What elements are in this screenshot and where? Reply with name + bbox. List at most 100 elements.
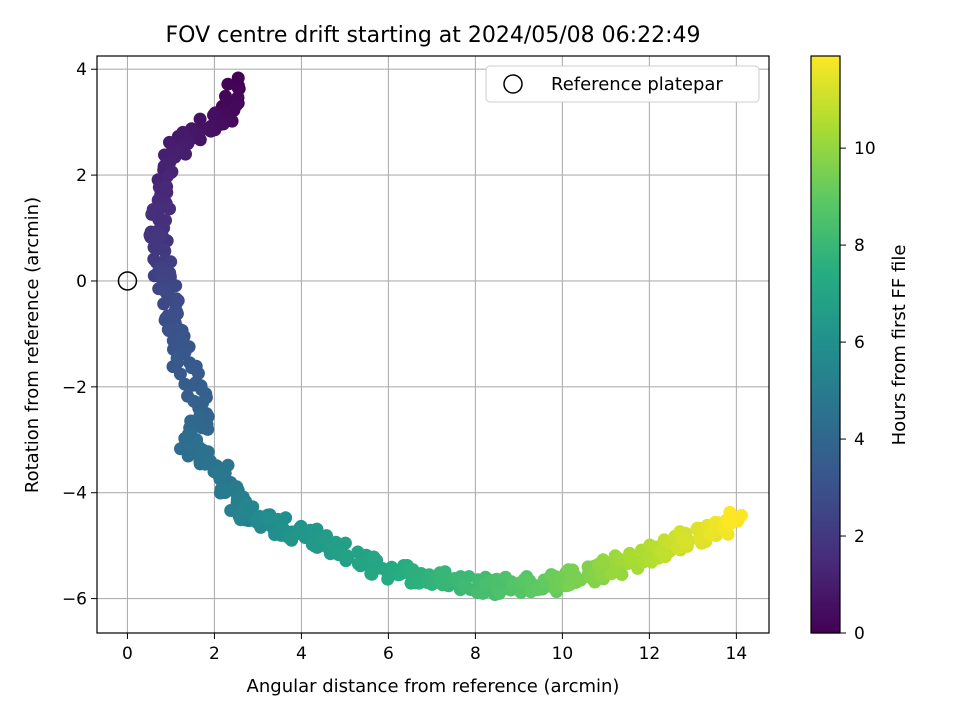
- scatter-point: [157, 243, 171, 257]
- colorbar-segment: [811, 84, 840, 89]
- scatter-point: [437, 567, 451, 581]
- colorbar-segment: [811, 601, 840, 605]
- scatter-point: [605, 567, 619, 581]
- colorbar-segment: [811, 246, 840, 250]
- colorbar-segment: [811, 506, 840, 510]
- scatter-point: [364, 567, 378, 581]
- y-tick-label: 4: [76, 60, 87, 80]
- colorbar-segment: [811, 177, 840, 181]
- colorbar-segment: [811, 575, 840, 579]
- scatter-point: [279, 511, 293, 525]
- colorbar-segment: [811, 231, 840, 236]
- legend-box: [485, 65, 760, 103]
- x-tick-label: 12: [639, 644, 661, 664]
- scatter-point: [438, 578, 452, 592]
- scatter-point: [658, 550, 672, 564]
- colorbar-segment: [811, 468, 840, 473]
- colorbar-segment: [811, 416, 840, 421]
- scatter-point: [521, 574, 535, 587]
- colorbar-segment: [811, 442, 840, 447]
- scatter-point: [212, 469, 226, 483]
- colorbar-segment: [811, 237, 840, 242]
- colorbar-segment: [811, 309, 840, 314]
- colorbar-segment: [811, 376, 840, 380]
- scatter-point: [381, 572, 395, 586]
- colorbar-segment: [811, 520, 840, 524]
- colorbar-segment: [811, 537, 840, 542]
- colorbar-segment: [811, 151, 840, 155]
- colorbar-segment: [811, 532, 840, 536]
- scatter-point: [170, 351, 184, 365]
- grid-lines: [97, 56, 769, 633]
- colorbar-segment: [811, 289, 840, 294]
- scatter-point: [354, 557, 367, 571]
- scatter-point: [196, 396, 209, 410]
- scatter-point: [175, 331, 189, 345]
- colorbar-segment: [811, 402, 840, 406]
- colorbar-segment: [811, 347, 840, 351]
- y-axis-label: Rotation from reference (arcmin): [22, 197, 43, 493]
- colorbar-segment: [811, 298, 840, 302]
- colorbar-segment: [811, 278, 840, 282]
- colorbar-segment: [811, 523, 840, 527]
- colorbar-segment: [811, 393, 840, 398]
- scatter-point: [308, 539, 322, 553]
- scatter-point: [163, 202, 176, 216]
- colorbar-segment: [811, 260, 840, 265]
- x-tick-label: 14: [726, 644, 748, 664]
- colorbar-segment: [811, 503, 840, 507]
- scatter-point: [145, 207, 159, 221]
- colorbar-segment: [811, 99, 840, 103]
- colorbar-segment: [811, 116, 840, 121]
- scatter-point: [563, 578, 577, 592]
- colorbar-segment: [811, 304, 840, 308]
- colorbar-segment: [811, 581, 840, 585]
- colorbar-segment: [811, 269, 840, 273]
- scatter-point: [679, 537, 693, 551]
- colorbar-segment: [811, 81, 840, 86]
- colorbar-segment: [811, 321, 840, 325]
- colorbar-segment: [811, 555, 840, 559]
- x-axis-ticks: 0 2 4 6 8 10 12 14: [122, 633, 747, 664]
- colorbar-segment: [811, 171, 840, 175]
- y-tick-label: −2: [62, 378, 87, 398]
- reference-point-marker: [117, 271, 138, 291]
- colorbar-segment: [811, 557, 840, 562]
- colorbar-segment: [811, 301, 840, 305]
- colorbar-segment: [811, 58, 840, 63]
- scatter-point: [160, 170, 174, 184]
- colorbar-segment: [811, 252, 840, 256]
- colorbar-segment: [811, 214, 840, 219]
- colorbar-segment: [811, 543, 840, 548]
- colorbar-segment: [811, 615, 840, 620]
- colorbar-segment: [811, 148, 840, 152]
- colorbar-segment: [811, 307, 840, 311]
- colorbar-segment: [811, 364, 840, 369]
- colorbar-segment: [811, 243, 840, 247]
- colorbar-tick-label: 10: [854, 139, 876, 159]
- x-tick-label: 0: [122, 644, 133, 664]
- x-tick-label: 2: [209, 644, 220, 664]
- scatter-point: [207, 108, 220, 122]
- colorbar-tick-label: 6: [854, 333, 865, 353]
- plot-background: [97, 56, 769, 633]
- colorbar-segment: [811, 482, 840, 487]
- colorbar-segment: [811, 122, 840, 126]
- colorbar-segment: [811, 546, 840, 550]
- colorbar-segment: [811, 249, 840, 253]
- colorbar-segment: [811, 384, 840, 389]
- colorbar-segment: [811, 188, 840, 193]
- scatter-point: [219, 89, 232, 103]
- scatter-point: [221, 77, 235, 91]
- scatter-point: [566, 563, 580, 577]
- colorbar-segment: [811, 229, 840, 233]
- colorbar-segment: [811, 508, 840, 513]
- plot-frame: [96, 55, 770, 634]
- colorbar-segment: [811, 396, 840, 400]
- colorbar-segment: [811, 128, 840, 132]
- colorbar-segment: [811, 572, 840, 576]
- colorbar-segment: [811, 330, 840, 334]
- colorbar-segment: [811, 431, 840, 435]
- colorbar-segment: [811, 136, 840, 141]
- colorbar-segment: [811, 500, 840, 504]
